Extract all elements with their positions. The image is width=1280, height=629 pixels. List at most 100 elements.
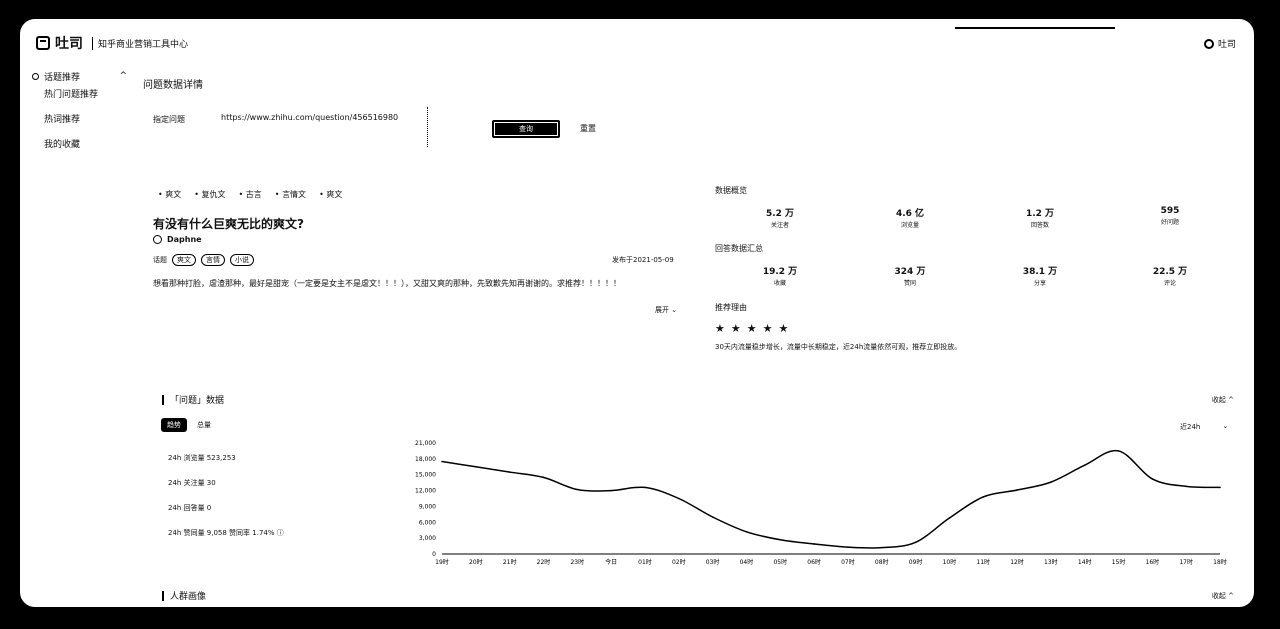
trend-chart-svg: 21,000 18,000 15,000 12,000 9,000 6,000 3,000 0…: [415, 440, 1227, 566]
y-tick-label: 12,000: [415, 488, 436, 495]
section-marker: [162, 394, 164, 405]
data-point[interactable]: [711, 516, 714, 518]
x-tick-label: 22时: [537, 558, 551, 566]
expand-button[interactable]: 展开 ⌄: [655, 306, 678, 314]
chevron-down-icon: ⌄: [1222, 422, 1229, 430]
data-point[interactable]: [914, 541, 917, 544]
data-point[interactable]: [508, 471, 511, 473]
data-point[interactable]: [982, 496, 985, 498]
x-tick-label: 18时: [1213, 558, 1227, 566]
data-point[interactable]: [1151, 478, 1154, 480]
sidebar-item-hot-questions[interactable]: 热门问题推荐: [44, 90, 99, 100]
user-menu[interactable]: 吐司: [1203, 37, 1236, 50]
x-tick-label: 19时: [435, 558, 449, 566]
toast-logo-icon: [36, 36, 50, 50]
data-point[interactable]: [745, 531, 748, 533]
range-value: 近24h: [1180, 423, 1201, 431]
data-point[interactable]: [847, 546, 849, 548]
data-point[interactable]: [813, 543, 815, 545]
data-point[interactable]: [542, 476, 545, 479]
data-point[interactable]: [644, 486, 646, 489]
data-point[interactable]: [880, 546, 883, 549]
sidebar-item-hot-words[interactable]: 热词推荐: [44, 115, 81, 125]
page-title: 问题数据详情: [143, 80, 203, 91]
stat-collect: 19.2 万收藏: [762, 267, 798, 287]
question-author[interactable]: Daphne: [153, 235, 202, 244]
x-tick-label: 14时: [1078, 558, 1092, 566]
data-point[interactable]: [1083, 464, 1086, 466]
metrics-list: 24h 浏览量 523,253 24h 关注量 30 24h 回答量 0 24h…: [168, 453, 284, 553]
metric-views: 24h 浏览量 523,253: [168, 454, 236, 462]
top-divider: [955, 27, 1115, 29]
data-point[interactable]: [1185, 485, 1187, 488]
question-title[interactable]: 有没有什么巨爽无比的爽文?: [153, 217, 304, 231]
overview-panel: 数据概览 5.2 万关注者 4.6 亿浏览量 1.2 万回答数 595 好问题: [715, 185, 1235, 229]
logo-subtitle: 知乎商业营销工具中心: [92, 36, 188, 50]
question-data-header: 「问题」数据: [162, 393, 224, 406]
x-tick-label: 13时: [1044, 558, 1058, 566]
data-point[interactable]: [1219, 486, 1221, 489]
y-tick-label: 0: [432, 551, 436, 558]
logo-text: 吐司: [55, 36, 83, 52]
range-select[interactable]: 近24h ⌄: [1180, 422, 1228, 432]
x-tick-label: 07时: [841, 558, 855, 566]
data-point[interactable]: [779, 538, 782, 541]
sidebar-section-topic[interactable]: 话题推荐 ^: [32, 69, 127, 83]
tag: • 爽文: [319, 190, 343, 199]
x-tick-label: 16时: [1146, 558, 1160, 566]
stat-comment: 22.5 万评论: [1152, 267, 1188, 287]
x-tick-label: 03时: [706, 558, 720, 566]
topic-chip[interactable]: 小说: [230, 254, 254, 266]
y-tick-label: 3,000: [419, 535, 436, 542]
answers-summary-panel: 回答数据汇总 19.2 万收藏 324 万赞同 38.1 万分享 22.5 万评…: [715, 243, 1235, 287]
data-point[interactable]: [610, 489, 612, 492]
data-point[interactable]: [475, 465, 477, 468]
tab-trend[interactable]: 趋势: [161, 418, 187, 432]
x-tick-label: 15时: [1112, 558, 1126, 566]
y-tick-label: 18,000: [415, 456, 436, 463]
x-tick-label: 23时: [570, 558, 584, 566]
x-tick-label: 01时: [638, 558, 652, 566]
data-point[interactable]: [576, 488, 579, 491]
star-icon: ★: [762, 322, 773, 335]
question-data-collapse[interactable]: 收起 ^: [1211, 396, 1234, 404]
data-point[interactable]: [948, 517, 951, 519]
people-collapse[interactable]: 收起 ^: [1211, 592, 1234, 600]
overview-stats: 5.2 万关注者 4.6 亿浏览量 1.2 万回答数 595 好问题: [715, 206, 1235, 229]
data-point[interactable]: [1050, 481, 1052, 483]
stat-upvote: 324 万赞同: [894, 267, 926, 287]
topic-chip[interactable]: 爽文: [172, 254, 196, 266]
tab-total[interactable]: 总量: [197, 421, 211, 429]
y-tick-label: 15,000: [415, 472, 436, 479]
answers-summary-title: 回答数据汇总: [715, 244, 763, 253]
recommend-text: 30天内流量稳步增长，流量中长期稳定，近24h流量依然可观，推荐立即投放。: [715, 343, 962, 351]
answers-stats: 19.2 万收藏 324 万赞同 38.1 万分享 22.5 万评论: [715, 264, 1235, 287]
question-url-input[interactable]: https://www.zhihu.com/question/456516980: [213, 107, 428, 147]
x-tick-label: 17时: [1179, 558, 1193, 566]
question-data-title: 「问题」数据: [170, 396, 225, 406]
data-point[interactable]: [677, 497, 680, 500]
reset-link[interactable]: 重置: [580, 124, 596, 133]
star-icon: ★: [715, 322, 725, 335]
question-description: 想看那种打脸，虐渣那种，最好是甜宠（一定要是女主不是虐文！！！），又甜又爽的那种…: [153, 279, 621, 288]
x-tick-label: 06时: [807, 558, 821, 566]
query-button[interactable]: 查询: [492, 120, 560, 138]
data-point[interactable]: [1016, 489, 1018, 491]
star-icon: ★: [778, 322, 789, 335]
star-icon: ★: [746, 322, 757, 335]
data-point[interactable]: [1117, 450, 1120, 452]
topic-label: 话题: [153, 256, 167, 264]
sidebar-item-favorites[interactable]: 我的收藏: [44, 140, 81, 150]
x-tick-label: 20时: [469, 558, 483, 566]
x-tick-label: 今日: [605, 558, 617, 566]
x-tick-label: 11时: [976, 558, 990, 566]
user-name: 吐司: [1217, 40, 1236, 50]
data-point[interactable]: [441, 460, 443, 463]
question-field-label: 指定问题: [153, 115, 185, 124]
app-window: 吐司 知乎商业营销工具中心 吐司 话题推荐 ^ 热门问题推荐 热词推荐 我的收藏…: [17, 16, 1257, 610]
logo[interactable]: 吐司 知乎商业营销工具中心: [36, 33, 188, 53]
question-data-tabs: 趋势 总量: [161, 418, 211, 432]
stat-answers: 1.2 万回答数: [1025, 209, 1055, 229]
topic-chip[interactable]: 言情: [201, 254, 225, 266]
x-tick-label: 10时: [943, 558, 957, 566]
